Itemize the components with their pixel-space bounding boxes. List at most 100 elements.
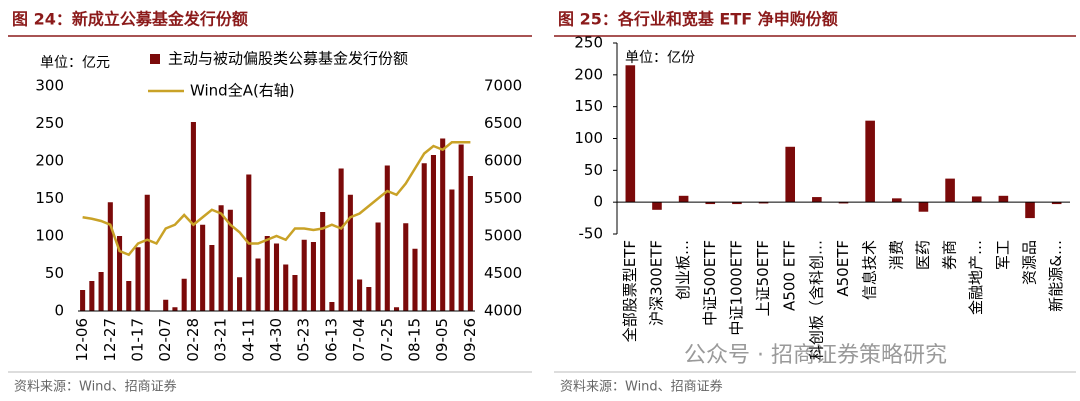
bar: [209, 245, 215, 311]
bar: [273, 243, 280, 311]
legend-swatch: [150, 54, 160, 64]
bar: [458, 144, 464, 311]
bar: [412, 248, 418, 311]
bar: [785, 146, 796, 203]
bar: [467, 176, 473, 311]
bar: [310, 242, 316, 311]
bar: [135, 247, 141, 311]
x-tick-label: 中证1000ETF: [727, 240, 745, 335]
x-tick-label: 中证500ETF: [701, 240, 719, 326]
bar: [403, 223, 409, 311]
bar: [144, 194, 150, 311]
x-tick-label: 军工: [994, 240, 1012, 270]
bar: [107, 202, 113, 311]
y2-tick-label: 6000: [484, 152, 522, 170]
bar: [1051, 202, 1062, 205]
bar: [891, 198, 902, 203]
bar: [421, 163, 427, 311]
x-tick-label: 12-06: [73, 318, 91, 362]
bar: [366, 287, 372, 311]
y2-tick-label: 4000: [484, 302, 522, 320]
y-tick-label: 250: [574, 34, 603, 52]
y-tick-label: 50: [584, 161, 603, 179]
y-tick-label: 0: [54, 302, 64, 320]
bar: [945, 178, 955, 203]
bar: [625, 65, 636, 203]
bar: [320, 212, 326, 311]
bar: [865, 120, 875, 203]
bar: [732, 202, 742, 205]
bar: [678, 195, 689, 203]
bar: [338, 168, 344, 311]
y-tick-label: 0: [593, 193, 603, 211]
x-tick-label: 04-11: [239, 318, 257, 362]
line: [82, 141, 471, 257]
x-tick-label: 03-21: [212, 318, 230, 362]
y2-tick-label: 4500: [484, 264, 522, 282]
bar: [1025, 202, 1035, 219]
legend-label: Wind全A(右轴): [190, 82, 295, 100]
bar: [998, 195, 1009, 203]
x-tick-label: 全部股票型ETF: [621, 240, 639, 342]
y-tick-label: 100: [35, 227, 64, 245]
x-tick-label: 04-30: [267, 318, 285, 362]
bar: [181, 278, 187, 311]
x-tick-label: 12-27: [101, 318, 119, 362]
bar: [292, 275, 298, 311]
source: 资料来源：Wind、招商证券: [14, 379, 177, 395]
x-tick-label: 创业板…: [674, 240, 692, 300]
y-tick-label: 100: [574, 129, 603, 147]
x-tick-label: 资源品: [1021, 240, 1039, 285]
y2-tick-label: 6500: [484, 114, 522, 132]
bar: [264, 236, 270, 311]
bar: [80, 290, 86, 311]
x-tick-label: 金融地产…: [967, 240, 985, 315]
source: 资料来源：Wind、招商证券: [560, 379, 723, 395]
y-tick-label: 250: [35, 114, 64, 132]
bar: [812, 197, 822, 203]
x-tick-label: A50ETF: [834, 240, 852, 297]
bar: [393, 307, 400, 311]
y-tick-label: 50: [45, 264, 64, 282]
bar: [255, 258, 261, 311]
bar: [705, 202, 716, 205]
bar: [652, 202, 662, 210]
bar: [227, 209, 233, 311]
y2-tick-label: 5500: [484, 189, 522, 207]
y-tick-label: 200: [574, 65, 603, 83]
y-tick-label: 300: [35, 77, 64, 95]
bar: [758, 202, 769, 204]
bar: [237, 277, 243, 311]
x-tick-label: 医药: [914, 240, 932, 270]
unit-label: 单位：亿份: [625, 50, 695, 66]
y-tick-label: -50: [579, 225, 604, 243]
x-tick-label: A500 ETF: [781, 240, 799, 311]
y2-tick-label: 5000: [484, 227, 522, 245]
bar: [218, 205, 224, 311]
bar: [449, 189, 455, 311]
x-tick-label: 02-28: [184, 318, 202, 362]
bar: [357, 279, 363, 311]
x-tick-label: 沪深300ETF: [647, 240, 665, 326]
bar: [375, 222, 381, 311]
y2-tick-label: 7000: [484, 77, 522, 95]
bar: [838, 202, 849, 204]
x-tick-label: 科创板（含科创…: [807, 240, 825, 360]
x-tick-label: 新能源&…: [1047, 240, 1065, 312]
legend-label: 主动与被动偏股类公募基金发行份额: [168, 50, 408, 68]
bar: [440, 138, 446, 311]
bar: [117, 236, 123, 311]
bar: [329, 302, 335, 311]
bar: [918, 202, 929, 212]
x-tick-label: 08-15: [405, 318, 423, 362]
x-tick-label: 02-07: [156, 318, 174, 362]
x-tick-label: 09-05: [433, 318, 451, 362]
bar: [971, 196, 982, 203]
x-tick-label: 01-17: [129, 318, 147, 362]
y-tick-label: 200: [35, 152, 64, 170]
unit-label: 单位：亿元: [40, 55, 110, 71]
x-tick-label: 06-13: [322, 318, 340, 362]
chart-title: 图 24：新成立公募基金发行份额: [12, 10, 248, 29]
